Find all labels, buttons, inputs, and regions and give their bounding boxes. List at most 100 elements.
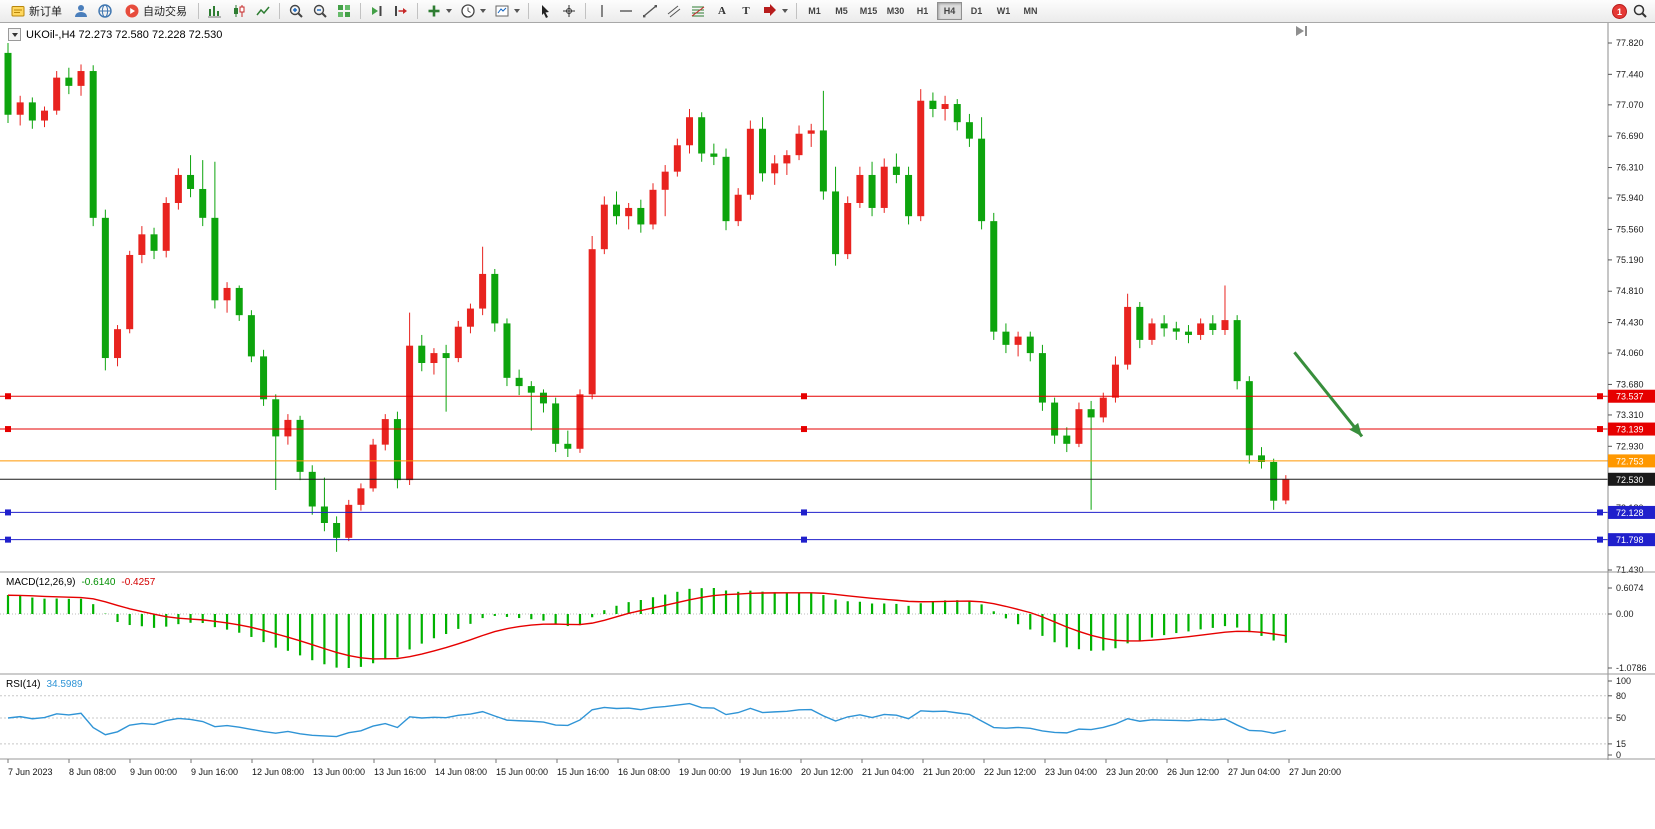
svg-text:76.690: 76.690 <box>1616 131 1644 141</box>
chevron-down-icon <box>11 32 18 37</box>
new-order-icon <box>10 3 26 19</box>
svg-text:100: 100 <box>1616 676 1631 686</box>
timeframe-mn-button[interactable]: MN <box>1018 2 1043 20</box>
svg-text:0: 0 <box>1616 750 1621 760</box>
svg-text:77.440: 77.440 <box>1616 69 1644 79</box>
svg-text:73.310: 73.310 <box>1616 410 1644 420</box>
timeframe-m5-button[interactable]: M5 <box>829 2 854 20</box>
vertical-line-icon <box>594 3 610 19</box>
bars-chart-button[interactable] <box>204 1 226 21</box>
candles-chart-button[interactable] <box>228 1 250 21</box>
new-order-button[interactable]: 新订单 <box>4 1 68 21</box>
time-axis <box>7 759 1290 763</box>
svg-text:21 Jun 04:00: 21 Jun 04:00 <box>862 767 914 777</box>
toolbar-separator <box>796 3 797 19</box>
hline-71.798[interactable] <box>0 536 1608 543</box>
macd-signal-value: -0.4257 <box>121 577 156 588</box>
template-icon <box>494 3 510 19</box>
text-tool-label: A <box>718 5 726 17</box>
zoom-out-button[interactable] <box>309 1 331 21</box>
toolbar-separator <box>198 3 199 19</box>
scroll-bar-icon <box>1305 26 1307 36</box>
macd-main-value: -0.6140 <box>81 577 116 588</box>
community-button[interactable] <box>94 1 116 21</box>
indicators-button[interactable] <box>423 1 455 21</box>
svg-text:14 Jun 08:00: 14 Jun 08:00 <box>435 767 487 777</box>
one-click-trading-toggle[interactable] <box>8 28 21 41</box>
svg-text:-1.0786: -1.0786 <box>1616 663 1647 673</box>
timeframe-m15-button[interactable]: M15 <box>856 2 881 20</box>
label-tool-label: T <box>742 5 750 17</box>
channel-icon <box>666 3 682 19</box>
timeframe-h4-button[interactable]: H4 <box>937 2 962 20</box>
macd-signal-line <box>7 592 1286 660</box>
candlesticks <box>4 43 1290 552</box>
clock-icon <box>460 3 476 19</box>
channel-button[interactable] <box>663 1 685 21</box>
svg-text:9 Jun 00:00: 9 Jun 00:00 <box>130 767 177 777</box>
svg-text:76.310: 76.310 <box>1616 163 1644 173</box>
svg-text:75.190: 75.190 <box>1616 255 1644 265</box>
hline-73.139[interactable] <box>0 426 1608 433</box>
svg-text:74.430: 74.430 <box>1616 318 1644 328</box>
line-chart-button[interactable] <box>252 1 274 21</box>
chart-shift-icon <box>393 3 409 19</box>
hline-73.537[interactable] <box>0 393 1608 400</box>
macd-label: MACD(12,26,9) <box>6 577 76 588</box>
label-button[interactable]: T <box>735 1 757 21</box>
zoom-in-button[interactable] <box>285 1 307 21</box>
svg-text:26 Jun 12:00: 26 Jun 12:00 <box>1167 767 1219 777</box>
tile-windows-button[interactable] <box>333 1 355 21</box>
cursor-button[interactable] <box>534 1 556 21</box>
crosshair-button[interactable] <box>558 1 580 21</box>
timeframe-w1-button[interactable]: W1 <box>991 2 1016 20</box>
svg-text:75.940: 75.940 <box>1616 193 1644 203</box>
vline-button[interactable] <box>591 1 613 21</box>
periods-button[interactable] <box>457 1 489 21</box>
chart-shift-button[interactable] <box>390 1 412 21</box>
fibonacci-icon <box>690 3 706 19</box>
scroll-to-end-marker[interactable] <box>1296 26 1307 36</box>
chevron-down-icon <box>514 9 520 13</box>
svg-text:77.820: 77.820 <box>1616 38 1644 48</box>
trendline-icon <box>642 3 658 19</box>
price-tag-72.128: 72.128 <box>1608 505 1655 519</box>
trendline-button[interactable] <box>639 1 661 21</box>
svg-text:27 Jun 20:00: 27 Jun 20:00 <box>1289 767 1341 777</box>
timeframe-m1-button[interactable]: M1 <box>802 2 827 20</box>
scroll-right-icon <box>1296 26 1304 36</box>
user-icon <box>73 3 89 19</box>
search-button[interactable] <box>1629 1 1651 21</box>
auto-scroll-button[interactable] <box>366 1 388 21</box>
svg-text:8 Jun 08:00: 8 Jun 08:00 <box>69 767 116 777</box>
fibonacci-button[interactable] <box>687 1 709 21</box>
price-tag-73.139: 73.139 <box>1608 422 1655 436</box>
svg-text:77.070: 77.070 <box>1616 100 1644 110</box>
hline-button[interactable] <box>615 1 637 21</box>
timeframe-h1-button[interactable]: H1 <box>910 2 935 20</box>
autotrade-button[interactable]: 自动交易 <box>118 1 193 21</box>
trend-arrow[interactable] <box>1293 351 1364 438</box>
svg-text:22 Jun 12:00: 22 Jun 12:00 <box>984 767 1036 777</box>
arrows-button[interactable] <box>759 1 791 21</box>
hline-72.128[interactable] <box>0 509 1608 516</box>
candlestick-chart-icon <box>231 3 247 19</box>
svg-text:27 Jun 04:00: 27 Jun 04:00 <box>1228 767 1280 777</box>
svg-text:21 Jun 20:00: 21 Jun 20:00 <box>923 767 975 777</box>
svg-text:15 Jun 00:00: 15 Jun 00:00 <box>496 767 548 777</box>
svg-text:73.680: 73.680 <box>1616 379 1644 389</box>
horizontal-line-icon <box>618 3 634 19</box>
svg-text:19 Jun 00:00: 19 Jun 00:00 <box>679 767 731 777</box>
chevron-down-icon <box>480 9 486 13</box>
timeframe-m30-button[interactable]: M30 <box>883 2 908 20</box>
toolbar-separator <box>585 3 586 19</box>
notification-badge[interactable]: 1 <box>1612 3 1627 19</box>
cursor-icon <box>537 3 553 19</box>
templates-button[interactable] <box>491 1 523 21</box>
indicators-plus-icon <box>426 3 442 19</box>
svg-text:16 Jun 08:00: 16 Jun 08:00 <box>618 767 670 777</box>
timeframe-d1-button[interactable]: D1 <box>964 2 989 20</box>
user-button[interactable] <box>70 1 92 21</box>
text-button[interactable]: A <box>711 1 733 21</box>
